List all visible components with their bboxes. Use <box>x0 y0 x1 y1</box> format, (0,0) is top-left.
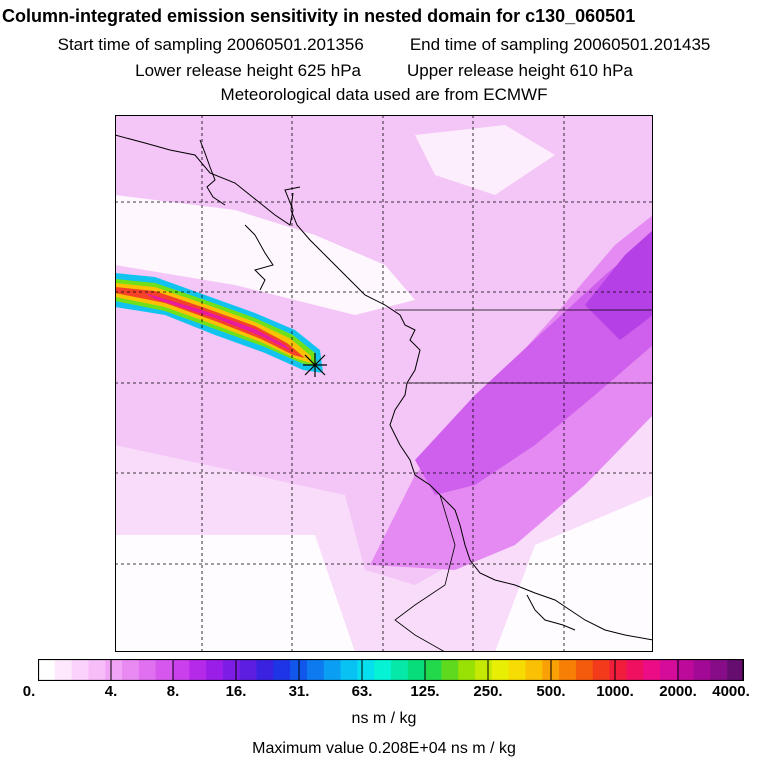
colorbar-tick-label: 63. <box>351 683 373 700</box>
sensitivity-white-gap <box>415 125 555 195</box>
colorbar-swatch <box>172 659 190 681</box>
colorbar-tick-label: 2000. <box>659 683 697 700</box>
colorbar-swatch <box>38 659 56 681</box>
start-time-label: Start time of sampling 20060501.201356 <box>57 35 364 54</box>
colorbar-swatch <box>323 659 342 681</box>
plume-core <box>115 287 305 358</box>
colorbar-tick-label: 500. <box>536 683 566 700</box>
colorbar-swatch <box>105 659 123 681</box>
colorbar-swatch <box>693 659 711 681</box>
sensitivity-peak-band <box>585 230 653 340</box>
colorbar-swatch <box>256 659 274 681</box>
colorbar-swatch <box>727 659 744 681</box>
receptor-marker <box>303 353 327 377</box>
release-height-line: Lower release height 625 hPa Upper releas… <box>0 61 768 81</box>
map-title: Column-integrated emission sensitivity i… <box>2 6 636 26</box>
colorbar-units: ns m / kg <box>351 710 417 727</box>
map-frame <box>115 115 653 652</box>
sensitivity-white-gap <box>115 195 415 315</box>
colorbar-swatch <box>525 659 543 681</box>
colorbar-swatch <box>491 659 510 681</box>
colorbar-tick-label: 125. <box>410 683 440 700</box>
colorbar-swatch <box>626 659 644 681</box>
colorbar-swatch <box>659 659 678 681</box>
color-scale-bar <box>38 659 744 681</box>
colorbar-swatch <box>138 659 157 681</box>
colorbar-swatch <box>609 659 627 681</box>
colorbar-swatch <box>71 659 89 681</box>
sensitivity-map <box>115 115 653 652</box>
colorbar-swatch <box>676 659 695 681</box>
colorbar-swatch <box>475 659 493 681</box>
lower-release-label: Lower release height 625 hPa <box>135 61 361 80</box>
colorbar-swatch <box>357 659 375 681</box>
colorbar-swatch <box>273 659 291 681</box>
colorbar-swatch <box>710 659 728 681</box>
colorbar-swatch <box>340 659 358 681</box>
met-data-label: Meteorological data used are from ECMWF <box>220 85 548 104</box>
colorbar-tick-label: 1000. <box>596 683 634 700</box>
maximum-value-label: Maximum value 0.208E+04 ns m / kg <box>252 740 516 757</box>
colorbar-swatch <box>424 659 442 681</box>
colorbar-tick-label: 31. <box>288 683 310 700</box>
colorbar-swatch <box>458 659 476 681</box>
colorbar-swatch <box>391 659 409 681</box>
colorbar-tick-label: 0. <box>22 683 36 700</box>
colorbar-swatch <box>306 659 325 681</box>
end-time-label: End time of sampling 20060501.201435 <box>409 35 711 54</box>
colorbar-swatch <box>575 659 594 681</box>
colorbar-swatch <box>508 659 526 681</box>
colorbar-tick-label: 4. <box>104 683 118 700</box>
colorbar-swatch <box>189 659 207 681</box>
colorbar-swatch <box>559 659 577 681</box>
colorbar-swatch <box>239 659 258 681</box>
colorbar-swatch <box>407 659 426 681</box>
colorbar-swatch <box>122 659 140 681</box>
colorbar-tick-label: 250. <box>473 683 503 700</box>
sensitivity-white-gap <box>115 535 355 652</box>
colorbar-swatch <box>374 659 392 681</box>
colorbar-swatch <box>54 659 73 681</box>
colorbar-swatch <box>155 659 173 681</box>
colorbar-swatch <box>88 659 106 681</box>
colorbar-swatch <box>592 659 611 681</box>
colorbar-tick-label: 16. <box>225 683 247 700</box>
sampling-time-line: Start time of sampling 20060501.201356 En… <box>0 35 768 55</box>
coastline <box>115 134 653 641</box>
colorbar-swatch <box>206 659 224 681</box>
colorbar-tick-label: 4000. <box>712 683 750 700</box>
plume-peak <box>145 293 291 351</box>
plume-yellow <box>115 283 311 363</box>
colorbar-swatch <box>222 659 241 681</box>
colorbar-tick-label: 8. <box>166 683 180 700</box>
colorbar-swatch <box>643 659 661 681</box>
sensitivity-white-gap <box>495 495 653 652</box>
upper-release-label: Upper release height 610 hPa <box>407 61 633 80</box>
colorbar-frame <box>38 659 744 681</box>
colorbar-swatch <box>441 659 459 681</box>
